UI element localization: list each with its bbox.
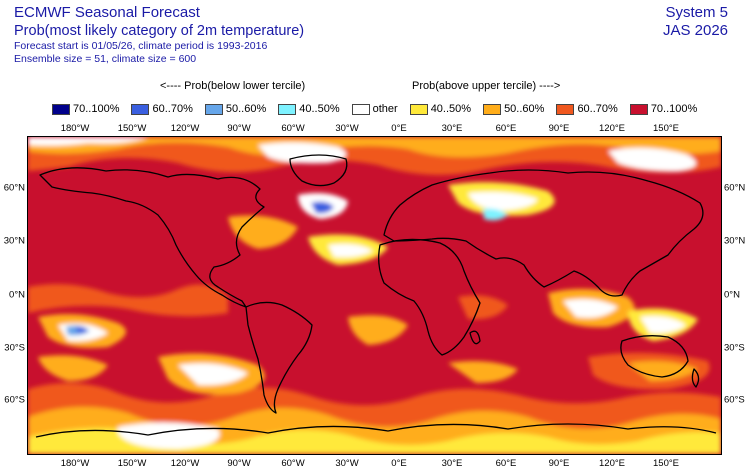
lon-label: 60°E <box>495 458 517 469</box>
southern-band <box>28 352 721 454</box>
lat-label: 30°N <box>724 235 746 247</box>
north-america-outline <box>39 167 265 308</box>
coastlines <box>35 154 717 438</box>
longitude-labels-bottom: 180°W 150°W 120°W 90°W 60°W 30°W 0°E 30°… <box>0 458 746 470</box>
lon-label: 60°W <box>281 123 305 134</box>
legend-label: 40..50% <box>430 103 472 115</box>
lon-label: 90°W <box>227 123 251 134</box>
lat-label: 0°N <box>724 289 740 301</box>
tropical-band <box>28 284 698 348</box>
lat-label: 60°S <box>724 394 745 406</box>
lat-label: 30°S <box>4 342 25 354</box>
africa-outline <box>378 238 481 356</box>
greenland-outline <box>289 154 348 187</box>
lon-label: 30°W <box>335 458 359 469</box>
lon-label: 180°W <box>60 458 90 469</box>
legend-item: 40..50% <box>409 102 472 116</box>
legend-item: 70..100% <box>629 102 698 116</box>
lat-label: 60°S <box>4 394 25 406</box>
legend-swatch <box>629 103 648 115</box>
lat-label: 0°N <box>9 289 25 301</box>
legend-swatch <box>52 103 70 115</box>
system-block: System 5 JAS 2026 <box>663 4 728 40</box>
legend-label: 70..100% <box>73 103 120 115</box>
legend-above-heading: Prob(above upper tercile) ----> <box>412 80 561 92</box>
legend-item: 50..60% <box>204 102 267 116</box>
legend-below-heading: <---- Prob(below lower tercile) <box>160 80 306 92</box>
forecast-start-text: Forecast start is 01/05/26, climate peri… <box>14 40 268 52</box>
lon-label: 0°E <box>391 123 407 134</box>
legend-label: 70..100% <box>650 103 698 115</box>
lon-label: 0°E <box>391 458 407 469</box>
lon-label: 90°E <box>548 123 570 134</box>
lat-label: 60°N <box>724 182 746 194</box>
lon-label: 150°E <box>653 458 679 469</box>
lon-label: 150°W <box>117 458 147 469</box>
legend-swatch <box>278 103 297 115</box>
lat-label: 30°N <box>3 235 25 247</box>
legend-item: 50..60% <box>483 102 544 116</box>
lon-label: 90°E <box>548 458 570 469</box>
probability-map <box>27 136 722 455</box>
legend-item: 60..70% <box>556 102 618 116</box>
lat-label: 30°S <box>724 342 745 354</box>
south-america-outline <box>245 301 313 414</box>
legend-label: 60..70% <box>577 103 618 115</box>
title-block: ECMWF Seasonal Forecast Prob(most likely… <box>14 4 304 66</box>
legend-label: 40..50% <box>299 103 340 115</box>
lon-label: 60°W <box>281 458 305 469</box>
title-line-1: ECMWF Seasonal Forecast <box>14 4 200 21</box>
legend: 70..100% 60..70% 50..60% 40..50% other 4… <box>52 102 709 116</box>
latitude-labels-left: 60°N 30°N 0°N 30°S 60°S <box>0 0 25 470</box>
australia-outline <box>620 335 689 378</box>
legend-item: 70..100% <box>52 102 119 116</box>
title-line-2: Prob(most likely category of 2m temperat… <box>14 23 305 39</box>
lon-label: 150°W <box>117 123 147 134</box>
map-canvas <box>28 137 721 454</box>
new-zealand-outline <box>691 368 700 388</box>
lon-label: 60°E <box>495 123 517 134</box>
legend-swatch <box>483 103 502 115</box>
lon-label: 120°E <box>599 458 625 469</box>
period-label: JAS 2026 <box>662 22 728 39</box>
lon-label: 120°E <box>599 123 625 134</box>
lon-label: 30°W <box>335 123 359 134</box>
madagascar-outline <box>469 330 481 345</box>
legend-swatch <box>131 103 150 115</box>
lat-label: 60°N <box>3 182 25 194</box>
lon-label: 120°W <box>170 458 200 469</box>
legend-swatch <box>409 103 428 115</box>
legend-label: 50..60% <box>504 103 545 115</box>
antarctica-outline <box>35 423 717 438</box>
legend-item: 40..50% <box>278 102 340 116</box>
lon-label: 30°E <box>441 458 463 469</box>
legend-label: 50..60% <box>225 103 267 115</box>
legend-item: 60..70% <box>131 102 193 116</box>
eurasia-outline <box>383 169 704 297</box>
system-label: System 5 <box>665 4 728 21</box>
lon-label: 150°E <box>653 123 679 134</box>
lon-label: 90°W <box>227 458 251 469</box>
legend-swatch <box>556 103 575 115</box>
lon-label: 180°W <box>60 123 90 134</box>
northern-band <box>28 137 721 265</box>
lon-label: 30°E <box>441 123 463 134</box>
legend-item: other <box>351 102 398 116</box>
legend-swatch <box>351 103 370 115</box>
legend-swatch <box>204 103 223 115</box>
latitude-labels-right: 60°N 30°N 0°N 30°S 60°S <box>724 0 746 470</box>
legend-label: other <box>372 103 398 115</box>
legend-label: 60..70% <box>152 103 193 115</box>
lon-label: 120°W <box>170 123 200 134</box>
ensemble-size-text: Ensemble size = 51, climate size = 600 <box>14 53 197 65</box>
longitude-labels-top: 180°W 150°W 120°W 90°W 60°W 30°W 0°E 30°… <box>0 123 746 135</box>
